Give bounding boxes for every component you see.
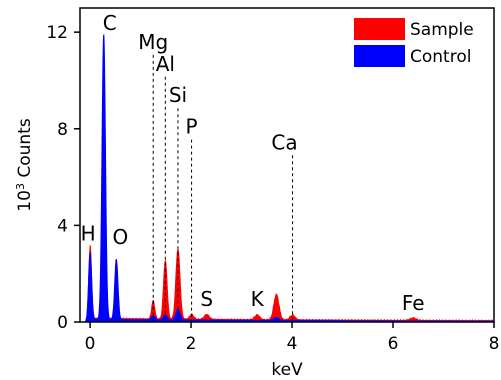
element-label: K <box>251 287 265 311</box>
element-label: Mg <box>138 30 168 54</box>
element-label: O <box>112 225 128 249</box>
x-tick-label: 2 <box>186 334 197 354</box>
x-tick-label: 6 <box>388 334 399 354</box>
element-label: Si <box>169 83 187 107</box>
legend-label-control: Control <box>410 47 471 67</box>
y-axis-title: 103 Counts <box>14 118 36 212</box>
element-label: Ca <box>271 130 297 154</box>
series-sample-area <box>84 244 495 323</box>
y-tick-label: 8 <box>57 120 68 140</box>
legend-swatch-control <box>354 45 405 67</box>
x-tick-label: 0 <box>85 334 96 354</box>
plot-area <box>84 34 495 323</box>
y-axis-title-rest: Counts <box>15 118 35 183</box>
x-tick-label: 4 <box>287 334 298 354</box>
series-control-area <box>84 34 495 323</box>
y-tick-label: 12 <box>46 23 68 43</box>
element-label: Fe <box>402 291 425 315</box>
legend-swatch-sample <box>354 18 405 40</box>
y-tick-label: 4 <box>57 216 68 236</box>
element-label: Al <box>156 52 175 76</box>
x-tick-label: 8 <box>489 334 500 354</box>
legend-label-sample: Sample <box>410 20 474 40</box>
element-label: S <box>200 287 213 311</box>
x-axis: 0 2 4 6 8 <box>85 322 500 354</box>
x-axis-title: keV <box>271 360 303 380</box>
y-axis: 0 4 8 12 <box>46 23 80 333</box>
element-label: H <box>81 222 96 246</box>
y-tick-label: 0 <box>57 313 68 333</box>
y-axis-title-base: 10 <box>15 190 35 212</box>
element-label: C <box>103 11 117 35</box>
y-axis-title-exponent: 3 <box>14 183 27 190</box>
element-label: P <box>186 115 198 139</box>
legend: Sample Control <box>354 18 474 67</box>
plot-frame <box>79 7 495 323</box>
